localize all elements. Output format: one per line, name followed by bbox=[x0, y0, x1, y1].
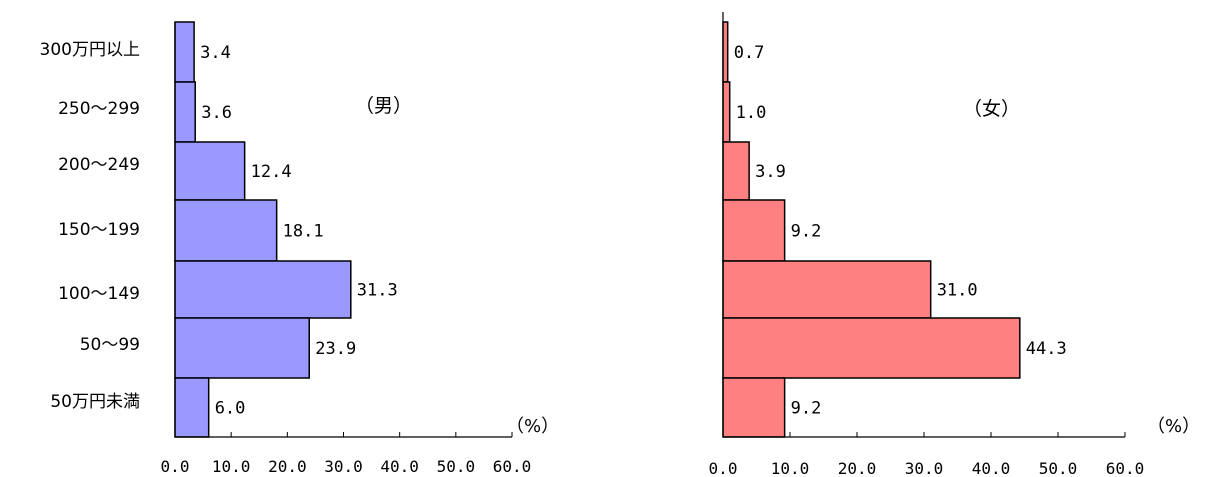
x-tick-label: 20.0 bbox=[838, 459, 877, 477]
chart-subtitle: （女） bbox=[963, 98, 1020, 120]
value-label: 44.3 bbox=[1026, 339, 1067, 359]
value-label: 31.0 bbox=[937, 281, 978, 301]
bar-male-3 bbox=[174, 199, 278, 262]
bar-male-0 bbox=[174, 21, 195, 83]
x-tick-label: 60.0 bbox=[1106, 459, 1145, 477]
unit-label: （%） bbox=[506, 416, 559, 437]
unit-label: （%） bbox=[1147, 416, 1200, 437]
value-label: 1.0 bbox=[736, 103, 767, 123]
value-label: 9.2 bbox=[791, 399, 822, 419]
bar-female-1 bbox=[722, 81, 731, 143]
value-label: 3.4 bbox=[200, 43, 231, 63]
value-label: 3.9 bbox=[755, 162, 786, 182]
bar-male-4 bbox=[174, 260, 352, 319]
bar-female-6 bbox=[722, 377, 786, 438]
x-tick-label: 40.0 bbox=[972, 459, 1011, 477]
chart-male: 3.4 3.6 12.4 18.1 31.3 23.9 6.0 0.0 10.0 20.0 30.0… bbox=[40, 21, 559, 476]
bar-female-0 bbox=[722, 21, 729, 83]
x-tick-label: 30.0 bbox=[905, 459, 944, 477]
x-tick-label: 10.0 bbox=[771, 459, 810, 477]
category-label: 150～199 bbox=[58, 220, 140, 240]
value-label: 3.6 bbox=[201, 103, 232, 123]
category-label: 200～249 bbox=[58, 155, 140, 175]
value-label: 6.0 bbox=[215, 399, 246, 419]
category-label: 300万円以上 bbox=[40, 40, 140, 60]
value-label: 23.9 bbox=[315, 339, 356, 359]
x-tick-label: 30.0 bbox=[324, 457, 363, 476]
x-tick-label: 20.0 bbox=[268, 457, 307, 476]
category-label: 250～299 bbox=[58, 99, 140, 119]
bar-female-3 bbox=[722, 199, 786, 262]
bar-male-6 bbox=[174, 377, 210, 438]
x-tick-label: 0.0 bbox=[709, 459, 738, 477]
x-tick-label: 60.0 bbox=[493, 457, 532, 476]
x-tick-label: 0.0 bbox=[161, 457, 190, 476]
value-label: 18.1 bbox=[283, 222, 324, 242]
bar-female-2 bbox=[722, 141, 750, 201]
x-tick-label: 50.0 bbox=[437, 457, 476, 476]
category-label: 100～149 bbox=[58, 284, 140, 304]
value-label: 0.7 bbox=[734, 43, 765, 63]
x-tick-label: 10.0 bbox=[212, 457, 251, 476]
chart-subtitle: （男） bbox=[355, 95, 412, 117]
bar-male-2 bbox=[174, 141, 246, 201]
value-label: 12.4 bbox=[251, 162, 292, 182]
bar-male-1 bbox=[174, 81, 196, 143]
value-label: 31.3 bbox=[357, 281, 398, 301]
chart-female: 0.7 1.0 3.9 9.2 31.0 44.3 9.2 0.0 10.0 20.0 30.0 40… bbox=[709, 12, 1200, 477]
category-label: 50万円未満 bbox=[50, 392, 140, 412]
x-tick-label: 50.0 bbox=[1039, 459, 1078, 477]
value-label: 9.2 bbox=[791, 222, 822, 242]
bar-female-5 bbox=[722, 317, 1021, 379]
x-tick-label: 40.0 bbox=[380, 457, 419, 476]
bar-male-5 bbox=[174, 317, 310, 379]
category-label: 50～99 bbox=[80, 335, 140, 355]
bar-female-4 bbox=[722, 260, 932, 319]
